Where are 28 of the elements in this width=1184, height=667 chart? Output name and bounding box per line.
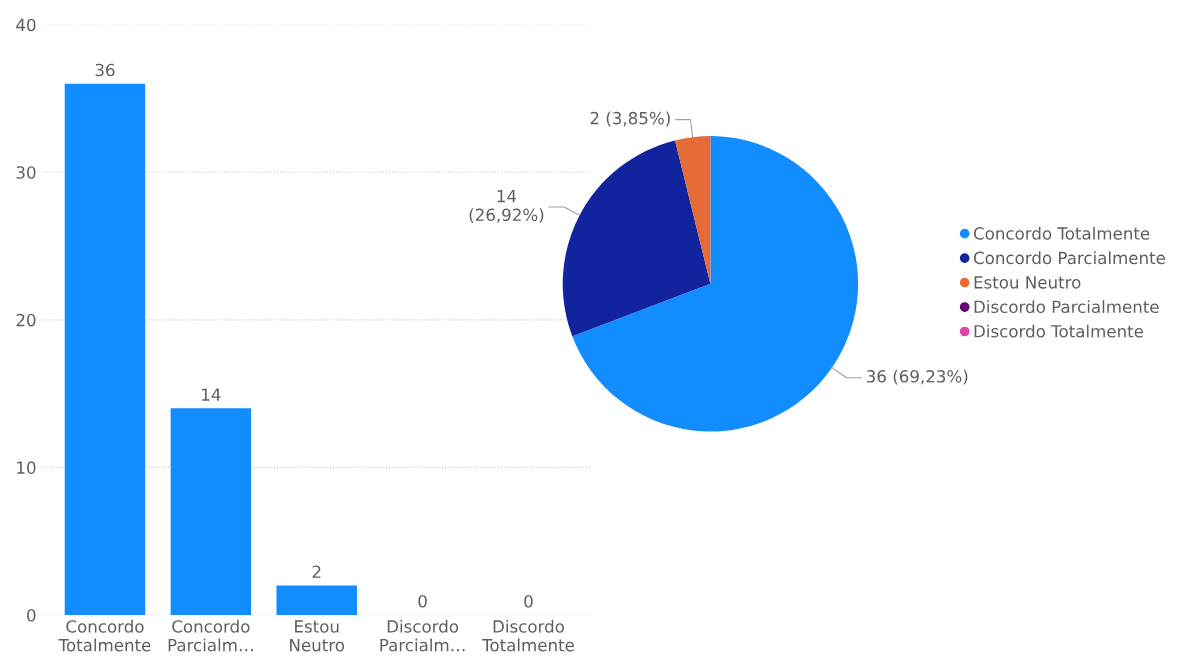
data-label: 0: [524, 594, 533, 608]
data-label: 36 (69,23%): [867, 369, 968, 385]
x-tick-label: Concordo Totalmente: [58, 619, 151, 652]
x-tick-label: Concordo Parcialm…: [168, 619, 253, 652]
legend-label: Estou Neutro: [974, 276, 1081, 289]
pie-slice: [562, 140, 711, 337]
y-tick-label: 30: [16, 166, 36, 179]
x-tick-label: Estou Neutro: [290, 620, 345, 652]
data-label: 36: [95, 63, 115, 77]
y-tick-label: 40: [16, 18, 36, 32]
pie-slice: [572, 136, 859, 432]
bar: [64, 83, 146, 615]
data-label: 2 (3,85%): [590, 111, 670, 127]
y-tick-label: 10: [17, 461, 36, 474]
legend-label: Discordo Totalmente: [974, 324, 1144, 338]
legend-label: Discordo Parcialmente: [974, 300, 1159, 314]
data-label: 2: [312, 565, 321, 578]
bar: [276, 585, 357, 615]
x-tick-label: Discordo Parcialm…: [380, 619, 465, 652]
data-label: 14 (26,92%): [469, 190, 544, 224]
legend-label: Concordo Totalmente: [973, 226, 1150, 240]
legend-label: Concordo Parcialmente: [973, 251, 1165, 265]
y-tick-label: 20: [16, 313, 36, 327]
bar: [170, 408, 252, 615]
x-tick-label: Discordo Totalmente: [482, 619, 574, 652]
y-tick-label: 0: [27, 608, 36, 622]
data-label: 0: [418, 594, 427, 608]
data-label: 14: [202, 388, 221, 401]
